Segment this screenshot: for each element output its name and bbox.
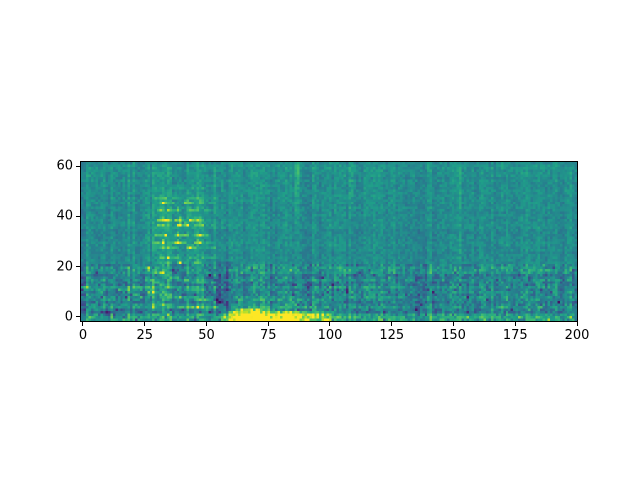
x-tick-label: 150 xyxy=(441,328,466,343)
x-tick-mark xyxy=(205,322,207,326)
x-tick-label: 125 xyxy=(379,328,405,343)
x-tick-label: 100 xyxy=(317,328,343,343)
x-tick-label: 200 xyxy=(564,328,590,343)
x-tick-mark xyxy=(329,322,331,326)
y-tick-mark xyxy=(76,316,80,318)
spectrogram-axes xyxy=(80,161,578,322)
x-tick-label: 175 xyxy=(502,328,528,343)
x-tick-label: 50 xyxy=(198,328,215,343)
y-tick-label: 0 xyxy=(64,309,73,325)
y-tick-mark xyxy=(76,215,80,217)
x-tick-mark xyxy=(144,322,146,326)
x-tick-mark xyxy=(576,322,578,326)
x-tick-mark xyxy=(82,322,84,326)
y-tick-label: 20 xyxy=(56,259,73,275)
x-tick-mark xyxy=(453,322,454,326)
x-tick-mark xyxy=(267,322,269,326)
x-tick-label: 75 xyxy=(259,328,277,343)
x-tick-mark xyxy=(514,322,516,326)
x-tick-mark xyxy=(391,322,393,326)
y-tick-label: 60 xyxy=(56,158,73,174)
y-tick-label: 40 xyxy=(56,208,73,224)
y-tick-mark xyxy=(76,165,80,167)
x-tick-label: 25 xyxy=(136,328,153,343)
y-tick-mark xyxy=(76,266,80,268)
spectrogram-image xyxy=(81,162,577,321)
x-tick-label: 0 xyxy=(78,328,88,343)
